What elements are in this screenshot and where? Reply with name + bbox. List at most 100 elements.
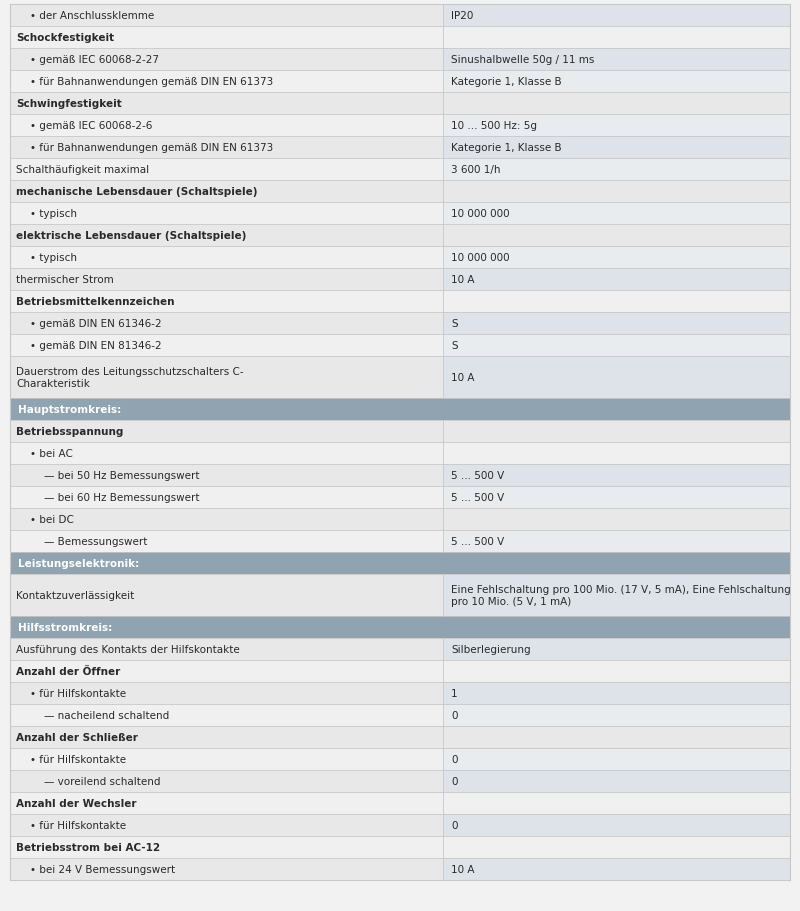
Bar [10, 5, 790, 27]
Text: • gemäß IEC 60068-2-6: • gemäß IEC 60068-2-6 [30, 121, 152, 131]
Text: Sinushalbwelle 50g / 11 ms: Sinushalbwelle 50g / 11 ms [451, 55, 594, 65]
Bar [443, 639, 790, 660]
Bar [10, 203, 790, 225]
Text: 10 ... 500 Hz: 5g: 10 ... 500 Hz: 5g [451, 121, 537, 131]
Text: Betriebsstrom bei AC-12: Betriebsstrom bei AC-12 [16, 842, 160, 852]
Bar [443, 356, 790, 398]
Bar [10, 71, 790, 93]
Bar [10, 770, 790, 793]
Text: 10 000 000: 10 000 000 [451, 252, 510, 262]
Bar [10, 682, 790, 704]
Text: Anzahl der Schließer: Anzahl der Schließer [16, 732, 138, 742]
Bar [10, 269, 790, 291]
Text: Schalthäufigkeit maximal: Schalthäufigkeit maximal [16, 165, 149, 175]
Bar [10, 115, 790, 137]
Text: elektrische Lebensdauer (Schaltspiele): elektrische Lebensdauer (Schaltspiele) [16, 230, 246, 241]
Text: Eine Fehlschaltung pro 100 Mio. (17 V, 5 mA), Eine Fehlschaltung
pro 10 Mio. (5 : Eine Fehlschaltung pro 100 Mio. (17 V, 5… [451, 584, 790, 607]
Text: Schockfestigkeit: Schockfestigkeit [16, 33, 114, 43]
Bar [443, 49, 790, 71]
Text: Dauerstrom des Leitungsschutzschalters C-
Charakteristik: Dauerstrom des Leitungsschutzschalters C… [16, 366, 244, 389]
Text: S: S [451, 319, 458, 329]
Text: 0: 0 [451, 754, 458, 764]
Bar [10, 726, 790, 748]
Bar [10, 704, 790, 726]
Text: • bei 24 V Bemessungswert: • bei 24 V Bemessungswert [30, 864, 175, 874]
Text: Kategorie 1, Klasse B: Kategorie 1, Klasse B [451, 77, 562, 87]
Bar [443, 137, 790, 159]
Bar [10, 858, 790, 880]
Bar [10, 486, 790, 508]
Bar [10, 421, 790, 443]
Bar [443, 312, 790, 334]
Bar [10, 748, 790, 770]
Text: Hilfsstromkreis:: Hilfsstromkreis: [18, 622, 112, 632]
Bar [443, 682, 790, 704]
Text: Hauptstromkreis:: Hauptstromkreis: [18, 404, 122, 415]
Text: — bei 50 Hz Bemessungswert: — bei 50 Hz Bemessungswert [44, 470, 199, 480]
Text: • gemäß IEC 60068-2-27: • gemäß IEC 60068-2-27 [30, 55, 159, 65]
Text: • bei DC: • bei DC [30, 515, 74, 525]
Bar [10, 574, 790, 617]
Text: • der Anschlussklemme: • der Anschlussklemme [30, 11, 154, 21]
Text: Kategorie 1, Klasse B: Kategorie 1, Klasse B [451, 143, 562, 153]
Text: 1: 1 [451, 688, 458, 698]
Bar [10, 398, 790, 421]
Text: • für Hilfskontakte: • für Hilfskontakte [30, 820, 126, 830]
Text: Betriebsspannung: Betriebsspannung [16, 426, 123, 436]
Text: • gemäß DIN EN 61346-2: • gemäß DIN EN 61346-2 [30, 319, 162, 329]
Text: mechanische Lebensdauer (Schaltspiele): mechanische Lebensdauer (Schaltspiele) [16, 187, 258, 197]
Text: • gemäß DIN EN 81346-2: • gemäß DIN EN 81346-2 [30, 341, 162, 351]
Bar [443, 814, 790, 836]
Text: 10 000 000: 10 000 000 [451, 209, 510, 219]
Text: 5 ... 500 V: 5 ... 500 V [451, 537, 504, 547]
Bar [10, 814, 790, 836]
Text: Schwingfestigkeit: Schwingfestigkeit [16, 99, 122, 109]
Bar [443, 858, 790, 880]
Bar [10, 552, 790, 574]
Bar [10, 180, 790, 203]
Bar [10, 247, 790, 269]
Bar [443, 486, 790, 508]
Text: — nacheilend schaltend: — nacheilend schaltend [44, 711, 170, 721]
Bar [443, 574, 790, 617]
Text: 5 ... 500 V: 5 ... 500 V [451, 493, 504, 503]
Text: • für Hilfskontakte: • für Hilfskontakte [30, 688, 126, 698]
Text: • für Hilfskontakte: • für Hilfskontakte [30, 754, 126, 764]
Text: Silberlegierung: Silberlegierung [451, 644, 530, 654]
Text: Betriebsmittelkennzeichen: Betriebsmittelkennzeichen [16, 297, 174, 307]
Bar [10, 793, 790, 814]
Bar [10, 617, 790, 639]
Text: • bei AC: • bei AC [30, 448, 73, 458]
Text: Leistungselektronik:: Leistungselektronik: [18, 558, 139, 568]
Text: • typisch: • typisch [30, 209, 77, 219]
Bar [10, 530, 790, 552]
Bar [10, 443, 790, 465]
Bar [10, 93, 790, 115]
Text: 0: 0 [451, 820, 458, 830]
Text: S: S [451, 341, 458, 351]
Bar [443, 247, 790, 269]
Text: thermischer Strom: thermischer Strom [16, 275, 114, 284]
Bar [443, 704, 790, 726]
Text: • für Bahnanwendungen gemäß DIN EN 61373: • für Bahnanwendungen gemäß DIN EN 61373 [30, 143, 274, 153]
Bar [443, 159, 790, 180]
Bar [10, 137, 790, 159]
Bar [10, 508, 790, 530]
Bar [10, 356, 790, 398]
Text: Anzahl der Wechsler: Anzahl der Wechsler [16, 798, 137, 808]
Text: Anzahl der Öffner: Anzahl der Öffner [16, 666, 120, 676]
Text: IP20: IP20 [451, 11, 474, 21]
Text: — bei 60 Hz Bemessungswert: — bei 60 Hz Bemessungswert [44, 493, 199, 503]
Bar [10, 836, 790, 858]
Bar [10, 660, 790, 682]
Text: • für Bahnanwendungen gemäß DIN EN 61373: • für Bahnanwendungen gemäß DIN EN 61373 [30, 77, 274, 87]
Text: 5 ... 500 V: 5 ... 500 V [451, 470, 504, 480]
Bar [10, 27, 790, 49]
Bar [443, 748, 790, 770]
Bar [443, 334, 790, 356]
Bar [443, 530, 790, 552]
Text: 0: 0 [451, 776, 458, 786]
Bar [10, 225, 790, 247]
Text: 3 600 1/h: 3 600 1/h [451, 165, 501, 175]
Bar [10, 312, 790, 334]
